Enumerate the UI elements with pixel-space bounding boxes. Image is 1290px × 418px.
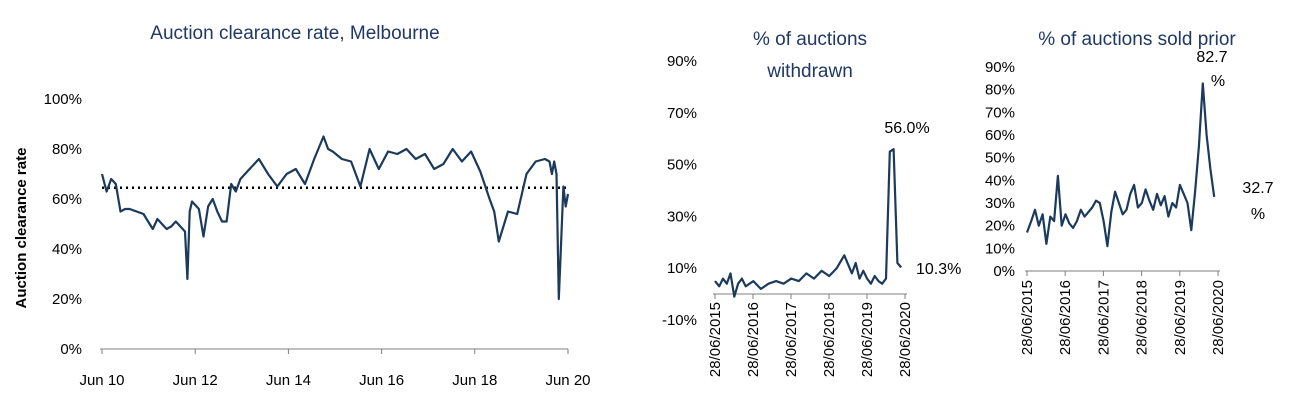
sold-prior-chart-title: % of auctions sold prior: [1038, 29, 1236, 50]
clearance-y-axis-label: Auction clearance rate: [13, 148, 30, 309]
y-tick-label: 40%: [52, 241, 82, 258]
sold-prior-latest-annotation-value: 32.7: [1242, 180, 1273, 197]
x-tick-label: 28/06/2019: [859, 302, 876, 377]
x-tick-label: 28/06/2017: [1095, 280, 1112, 355]
y-tick-label: 50%: [667, 157, 697, 174]
x-tick-label: 28/06/2016: [745, 302, 762, 377]
y-tick-label: 20%: [985, 218, 1015, 235]
y-tick-label: 40%: [985, 172, 1015, 189]
y-tick-label: 10%: [985, 240, 1015, 257]
y-tick-label: 30%: [667, 208, 697, 225]
withdrawn-series-line: [714, 148, 903, 298]
x-tick-label: 28/06/2016: [1057, 280, 1074, 355]
clearance-rate-series-line: [100, 135, 570, 301]
sold-prior-y-ticks: 90% 80% 70% 60% 50% 40% 30% 20% 10% 0%: [985, 59, 1015, 280]
y-tick-label: 100%: [44, 91, 82, 108]
y-tick-label: 0%: [60, 341, 82, 358]
withdrawn-latest-annotation: 10.3%: [916, 261, 961, 278]
sold-prior-peak-annotation-value: 82.7: [1196, 49, 1227, 66]
withdrawn-y-ticks: 90% 70% 50% 30% 10% -10%: [662, 53, 697, 329]
x-tick-label: 28/06/2020: [897, 302, 914, 377]
x-tick-label: Jun 10: [79, 372, 124, 389]
x-tick-label: Jun 12: [173, 372, 218, 389]
y-tick-label: 70%: [985, 104, 1015, 121]
withdrawn-peak-annotation: 56.0%: [884, 120, 929, 137]
y-tick-label: 0%: [993, 263, 1015, 280]
y-tick-label: 90%: [985, 59, 1015, 76]
x-tick-label: 28/06/2018: [821, 302, 838, 377]
withdrawn-title-part-1: % of auctions: [753, 29, 867, 50]
x-tick-label: Jun 20: [545, 372, 590, 389]
y-tick-label: 50%: [985, 150, 1015, 167]
sold-prior-x-ticks: 28/06/2015 28/06/2016 28/06/2017 28/06/2018…: [1019, 271, 1227, 355]
y-tick-label: 70%: [667, 105, 697, 122]
withdrawn-chart: % of auctions withdrawn 90% 70% 50% 30% 10% -…: [662, 29, 961, 377]
withdrawn-chart-title-line1: % of auctions: [753, 29, 867, 50]
y-tick-label: 80%: [985, 82, 1015, 99]
x-tick-label: Jun 18: [452, 372, 497, 389]
withdrawn-x-ticks: 28/06/2015 28/06/2016 28/06/2017 28/06/2018…: [707, 294, 914, 377]
x-tick-label: 28/06/2015: [1019, 280, 1036, 355]
x-tick-label: Jun 14: [266, 372, 311, 389]
withdrawn-chart-title-line2: withdrawn: [766, 61, 853, 82]
sold-prior-series-line: [1025, 82, 1216, 248]
x-tick-label: 28/06/2019: [1172, 280, 1189, 355]
y-tick-label: -10%: [662, 312, 697, 329]
clearance-x-ticks: Jun 10 Jun 12 Jun 14 Jun 16 Jun 18 Jun 20: [79, 349, 591, 389]
y-tick-label: 60%: [985, 127, 1015, 144]
x-tick-label: 28/06/2017: [783, 302, 800, 377]
clearance-chart-title: Auction clearance rate, Melbourne: [150, 23, 439, 44]
y-tick-label: 30%: [985, 195, 1015, 212]
withdrawn-title-part-2: withdrawn: [766, 61, 853, 82]
x-tick-label: 28/06/2020: [1210, 280, 1227, 355]
x-tick-label: 28/06/2015: [707, 302, 724, 377]
y-tick-label: 80%: [52, 141, 82, 158]
y-tick-label: 10%: [667, 260, 697, 277]
y-tick-label: 20%: [52, 291, 82, 308]
y-tick-label: 90%: [667, 53, 697, 70]
sold-prior-latest-annotation-unit: %: [1251, 206, 1265, 223]
y-tick-label: 60%: [52, 191, 82, 208]
x-tick-label: Jun 16: [359, 372, 404, 389]
x-tick-label: 28/06/2018: [1134, 280, 1151, 355]
clearance-rate-chart: Auction clearance rate, Melbourne Auctio…: [13, 23, 591, 389]
clearance-y-ticks: 0% 20% 40% 60% 80% 100%: [44, 91, 82, 358]
sold-prior-chart: % of auctions sold prior 90% 80% 70% 60% 50%…: [985, 29, 1274, 355]
sold-prior-peak-annotation-unit: %: [1211, 73, 1225, 90]
